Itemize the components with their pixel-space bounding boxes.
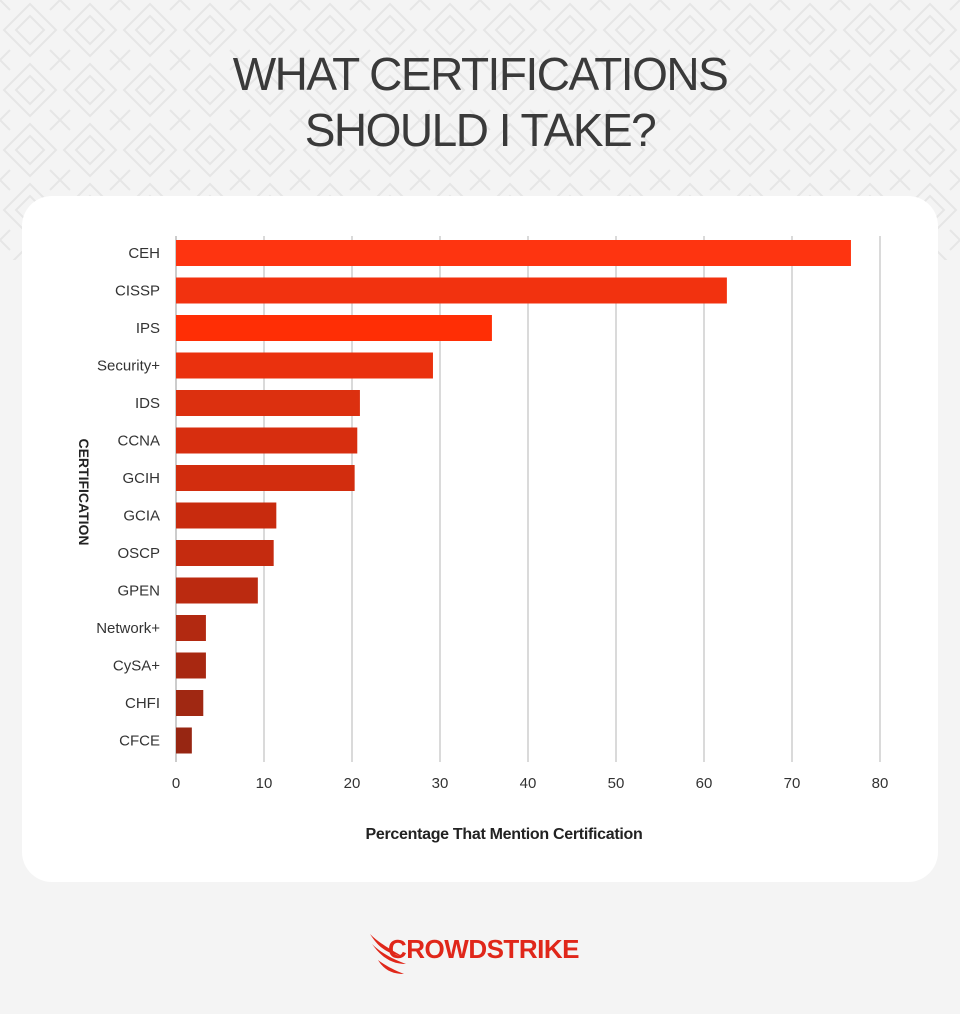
bar-gcia — [176, 502, 277, 529]
bar-cissp — [176, 277, 727, 304]
x-tick-label: 80 — [872, 775, 889, 792]
bar-chfi — [176, 690, 204, 716]
bar-gpen — [176, 577, 258, 604]
title-line-2: SHOULD I TAKE? — [304, 104, 657, 156]
x-tick-label: 60 — [696, 775, 713, 792]
bar-cysa- — [176, 652, 206, 679]
logo-text: CROWDSTRIKE — [388, 934, 579, 964]
x-tick-label: 30 — [432, 775, 449, 792]
y-tick-label: IPS — [136, 320, 160, 337]
bar-ceh — [176, 240, 851, 266]
x-tick-label: 70 — [784, 775, 801, 792]
bar-ips — [176, 315, 492, 341]
y-tick-label: IDS — [135, 395, 160, 412]
y-tick-label: CISSP — [115, 283, 160, 300]
y-axis-label: CERTIFICATION — [76, 438, 92, 545]
chart-card: 0 10 20 30 40 50 60 70 80 CEH CISSP IPS Security+ IDS… — [22, 196, 938, 882]
bar-oscp — [176, 540, 274, 566]
x-axis-label: Percentage That Mention Certification — [366, 826, 643, 843]
y-tick-label: Network+ — [96, 620, 160, 637]
y-tick-label: Security+ — [97, 358, 160, 375]
crowdstrike-logo: CROWDSTRIKE — [368, 930, 598, 978]
y-tick-label: CySA+ — [113, 658, 160, 675]
x-tick-label: 50 — [608, 775, 625, 792]
bar-chart: 0 10 20 30 40 50 60 70 80 CEH CISSP IPS Security+ IDS… — [76, 236, 889, 843]
y-tick-label: GPEN — [117, 583, 160, 600]
y-tick-label: OSCP — [117, 545, 160, 562]
page-title: WHAT CERTIFICATIONS SHOULD I TAKE? — [0, 46, 960, 158]
bar-security- — [176, 352, 433, 379]
bar-ids — [176, 390, 360, 416]
bar-network- — [176, 615, 206, 641]
y-tick-label: GCIH — [123, 470, 161, 487]
y-tick-label: CCNA — [117, 433, 160, 450]
y-tick-label: CEH — [128, 245, 160, 262]
y-tick-label: GCIA — [123, 508, 160, 525]
falcon-icon — [370, 934, 406, 974]
x-tick-label: 0 — [172, 775, 180, 792]
x-tick-label: 20 — [344, 775, 361, 792]
bar-ccna — [176, 427, 358, 454]
x-tick-label: 40 — [520, 775, 537, 792]
x-tick-label: 10 — [256, 775, 273, 792]
title-line-1: WHAT CERTIFICATIONS — [232, 48, 729, 100]
y-tick-label: CHFI — [125, 695, 160, 712]
bar-cfce — [176, 727, 192, 754]
y-tick-label: CFCE — [119, 733, 160, 750]
bar-gcih — [176, 465, 355, 491]
